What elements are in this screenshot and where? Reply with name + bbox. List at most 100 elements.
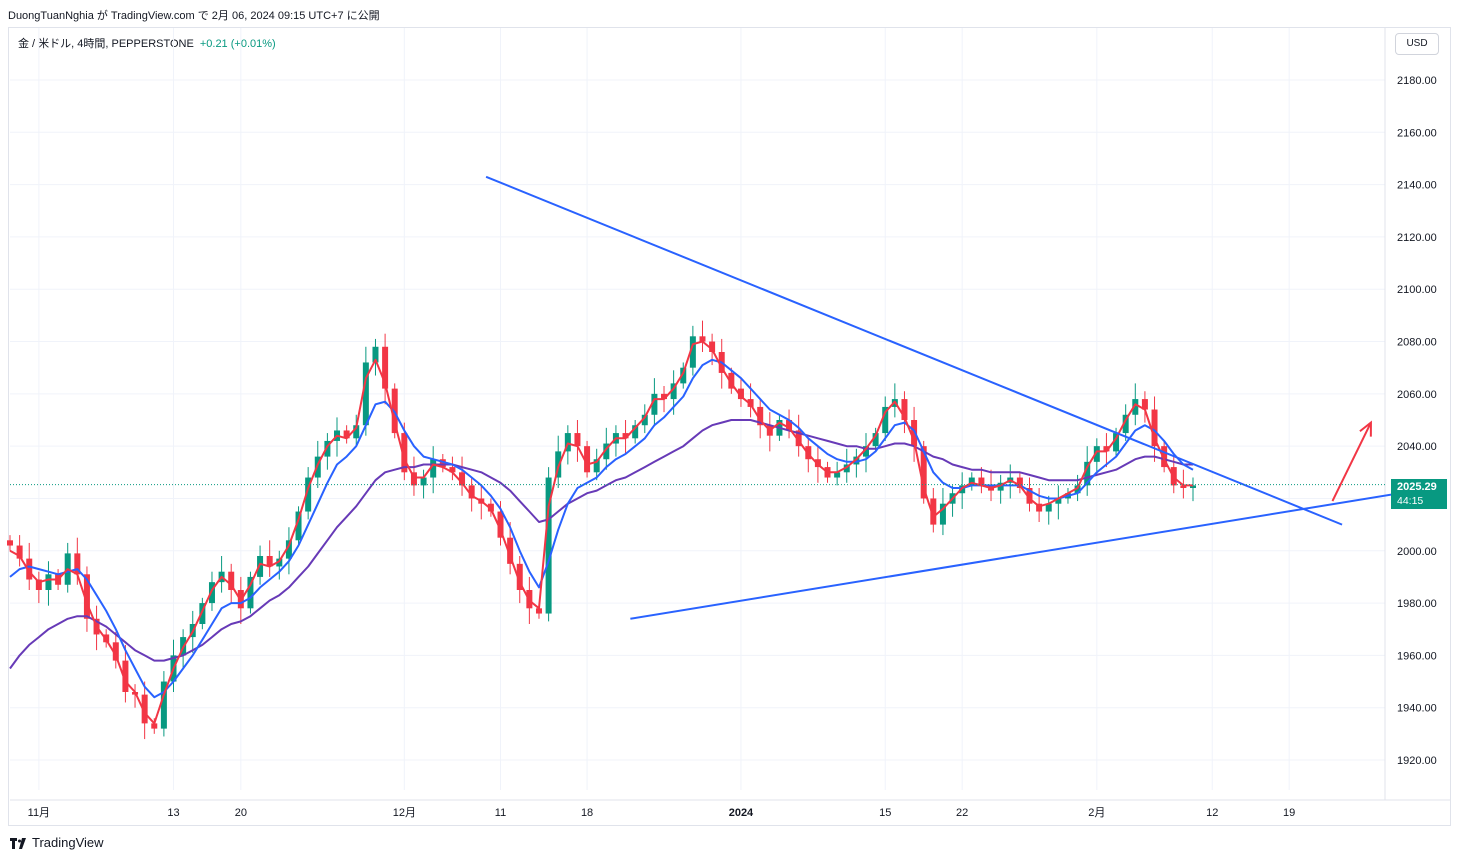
candle-body [199,603,206,624]
candle-body [160,681,167,729]
candle-body [882,406,889,434]
price-tick-label: 1940.00 [1397,703,1437,715]
candle-body [497,511,504,538]
moving-averages [9,340,1194,725]
candle-body [208,582,215,604]
bar-countdown: 44:15 [1397,495,1424,507]
tradingview-icon [10,837,28,849]
candle-body [459,472,466,486]
time-tick-label: 13 [167,807,179,819]
candle-body [257,556,264,577]
candle-body [1074,485,1081,494]
price-tick-label: 1920.00 [1397,755,1437,767]
candle-body [247,576,254,609]
candle-body [737,388,744,400]
candle-body [901,399,908,420]
symbol-legend[interactable]: 金 / 米ドル, 4時間, PEPPERSTONE +0.21 (+0.01%) [18,35,276,51]
price-tick-label: 2080.00 [1397,337,1437,349]
breakout-arrow [1331,422,1372,502]
candle-body [1036,503,1043,512]
candle-body [7,540,13,546]
candle-body [872,433,879,447]
candle-body [651,393,658,415]
candle-body [699,336,706,342]
candle-body [295,511,302,541]
candle-body [449,467,456,473]
price-change: +0.21 (+0.01%) [199,38,276,50]
price-tick-label: 2140.00 [1397,180,1437,192]
candle-body [670,383,677,400]
candle-body [468,485,475,499]
candle-body [1113,433,1120,452]
candle-body [285,540,292,559]
candle-body [112,642,119,661]
time-tick-label: 2024 [729,807,754,819]
candle-body [26,558,33,580]
price-tick-label: 2000.00 [1397,546,1437,558]
price-tick-label: 2040.00 [1397,441,1437,453]
candle-body [997,482,1004,491]
candle-body [622,433,629,439]
price-tick-label: 2100.00 [1397,284,1437,296]
time-tick-label: 15 [879,807,891,819]
candle-body [324,440,331,457]
candle-body [709,341,716,352]
candle-body [401,433,408,473]
candle-body [420,477,427,486]
slow-ma-line [9,419,1193,670]
candle-body [632,425,639,439]
candle-body [430,459,437,478]
candle-body [353,425,360,439]
candle-body [1132,399,1139,415]
candle-body [1016,477,1023,488]
candle-body [1093,446,1100,462]
mid-ma-line [9,358,1194,699]
time-tick-label: 18 [581,807,593,819]
candle-body [1151,409,1158,447]
price-tick-label: 2060.00 [1397,389,1437,401]
chart-frame [8,27,1451,826]
candle-body [372,346,379,363]
currency-button[interactable]: USD [1395,33,1439,55]
candle-body [228,571,235,590]
candle-body [151,723,158,729]
candle-body [584,446,591,473]
time-tick-label: 2月 [1088,807,1105,819]
price-axis: 2180.00 2160.00 2140.00 2120.00 2100.00 2080.… [1397,75,1437,767]
time-tick-label: 19 [1283,807,1295,819]
candle-body [661,393,668,400]
time-tick-label: 12 [1206,807,1218,819]
descending-trendline [485,175,1343,526]
candle-body [1161,446,1168,468]
candle-body [362,362,369,426]
candle-body [968,477,975,486]
candle-body [305,477,312,512]
tradingview-logo[interactable]: TradingView [10,835,104,850]
candle-body [1190,485,1196,488]
ascending-trendline [630,492,1400,620]
publish-line: DuongTuanNghia が TradingView.com で 2月 06… [8,10,380,22]
candle-body [535,608,542,614]
candle-body [16,545,23,559]
candles [7,320,1196,740]
candle-body [1141,399,1148,410]
trendlines[interactable] [485,175,1400,620]
price-tick-label: 2160.00 [1397,127,1437,139]
candle-body [853,456,860,465]
candle-body [1103,446,1110,452]
candle-body [930,498,937,525]
price-tick-label: 2180.00 [1397,75,1437,87]
brand-label: TradingView [32,835,104,850]
last-price-tag: 2025.29 44:15 [1391,479,1447,509]
candle-body [1026,488,1033,504]
time-tick-label: 11 [495,807,506,819]
candle-body [1122,414,1129,434]
candle-body [382,346,389,389]
candle-body [641,414,648,426]
candle-body [1055,498,1062,504]
candle-body [911,420,918,447]
candle-body [410,472,417,486]
time-tick-label: 20 [235,807,247,819]
candle-body [843,464,850,473]
